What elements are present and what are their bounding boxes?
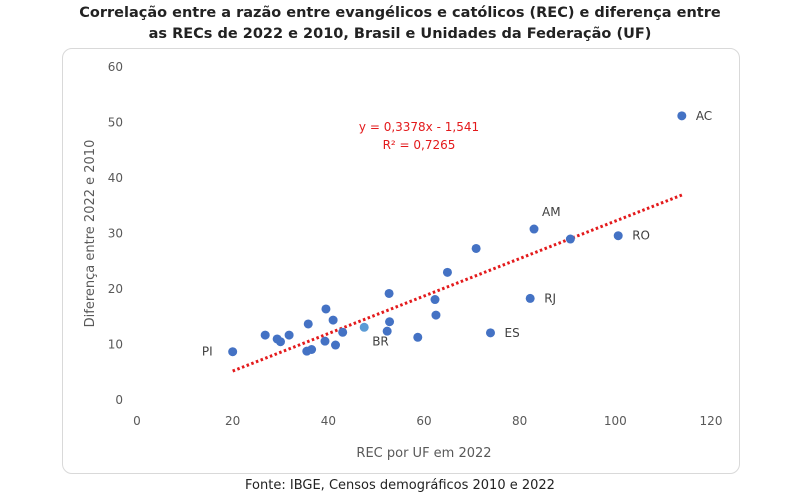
data-point <box>331 340 341 350</box>
data-point <box>382 326 392 336</box>
data-point <box>276 337 285 347</box>
point-label: AM <box>542 205 561 219</box>
data-point <box>228 347 238 357</box>
data-point <box>525 293 535 303</box>
data-point <box>442 267 452 277</box>
data-point <box>430 295 440 305</box>
data-point <box>471 243 481 253</box>
y-axis-label: Diferença entre 2022 e 2010 <box>83 140 98 328</box>
data-point <box>338 327 348 337</box>
data-point <box>565 234 575 244</box>
trendline <box>232 193 683 373</box>
x-tick-label: 0 <box>133 414 141 428</box>
data-point <box>413 332 423 342</box>
y-tick-label: 60 <box>108 60 123 74</box>
y-tick-label: 40 <box>108 171 123 185</box>
data-points <box>228 111 687 357</box>
y-tick-label: 20 <box>108 282 123 296</box>
data-point <box>328 315 338 325</box>
y-tick-label: 50 <box>108 116 123 130</box>
trendline-equation: y = 0,3378x - 1,541 <box>359 120 479 134</box>
x-tick-label: 80 <box>512 414 527 428</box>
data-point <box>303 319 313 329</box>
data-point <box>529 224 539 234</box>
data-point <box>320 336 330 346</box>
data-point <box>321 304 331 314</box>
point-label: RJ <box>544 291 556 305</box>
data-point <box>677 111 687 121</box>
x-tick-label: 60 <box>416 414 431 428</box>
point-labels: PI BR ES RJ AM RO AC <box>202 109 712 359</box>
point-label: PI <box>202 345 213 359</box>
y-tick-label: 30 <box>108 227 123 241</box>
x-tick-label: 120 <box>700 414 723 428</box>
point-label: BR <box>372 334 389 348</box>
chart-title-line-2: as RECs de 2022 e 2010, Brasil e Unidade… <box>148 26 652 42</box>
x-tick-label: 100 <box>604 414 627 428</box>
x-axis-label: REC por UF em 2022 <box>356 446 491 461</box>
point-label: ES <box>504 326 519 340</box>
point-label: AC <box>696 109 712 123</box>
x-tick-label: 40 <box>321 414 336 428</box>
data-point <box>359 322 369 332</box>
point-label: RO <box>632 229 650 243</box>
data-point <box>384 288 394 298</box>
data-point <box>485 328 495 338</box>
trendline-r-squared: R² = 0,7265 <box>383 138 456 152</box>
y-axis: 0 10 20 30 40 50 60 <box>108 60 123 407</box>
chart-area: 0 10 20 30 40 50 60 0 20 40 60 80 100 120 PI BR ES RJ AM… <box>62 48 740 474</box>
data-point <box>385 317 395 327</box>
data-point <box>307 344 317 354</box>
data-point <box>613 231 623 241</box>
data-point <box>431 310 441 320</box>
data-point <box>284 330 294 340</box>
x-axis: 0 20 40 60 80 100 120 <box>133 414 722 428</box>
x-tick-label: 20 <box>225 414 240 428</box>
y-tick-label: 0 <box>115 393 123 407</box>
y-tick-label: 10 <box>108 338 123 352</box>
source-note: Fonte: IBGE, Censos demográficos 2010 e … <box>245 478 555 493</box>
chart-title-line-1: Correlação entre a razão entre evangélic… <box>79 5 721 21</box>
data-point <box>260 330 270 340</box>
scatter-plot: 0 10 20 30 40 50 60 0 20 40 60 80 100 120 PI BR ES RJ AM… <box>83 60 722 461</box>
